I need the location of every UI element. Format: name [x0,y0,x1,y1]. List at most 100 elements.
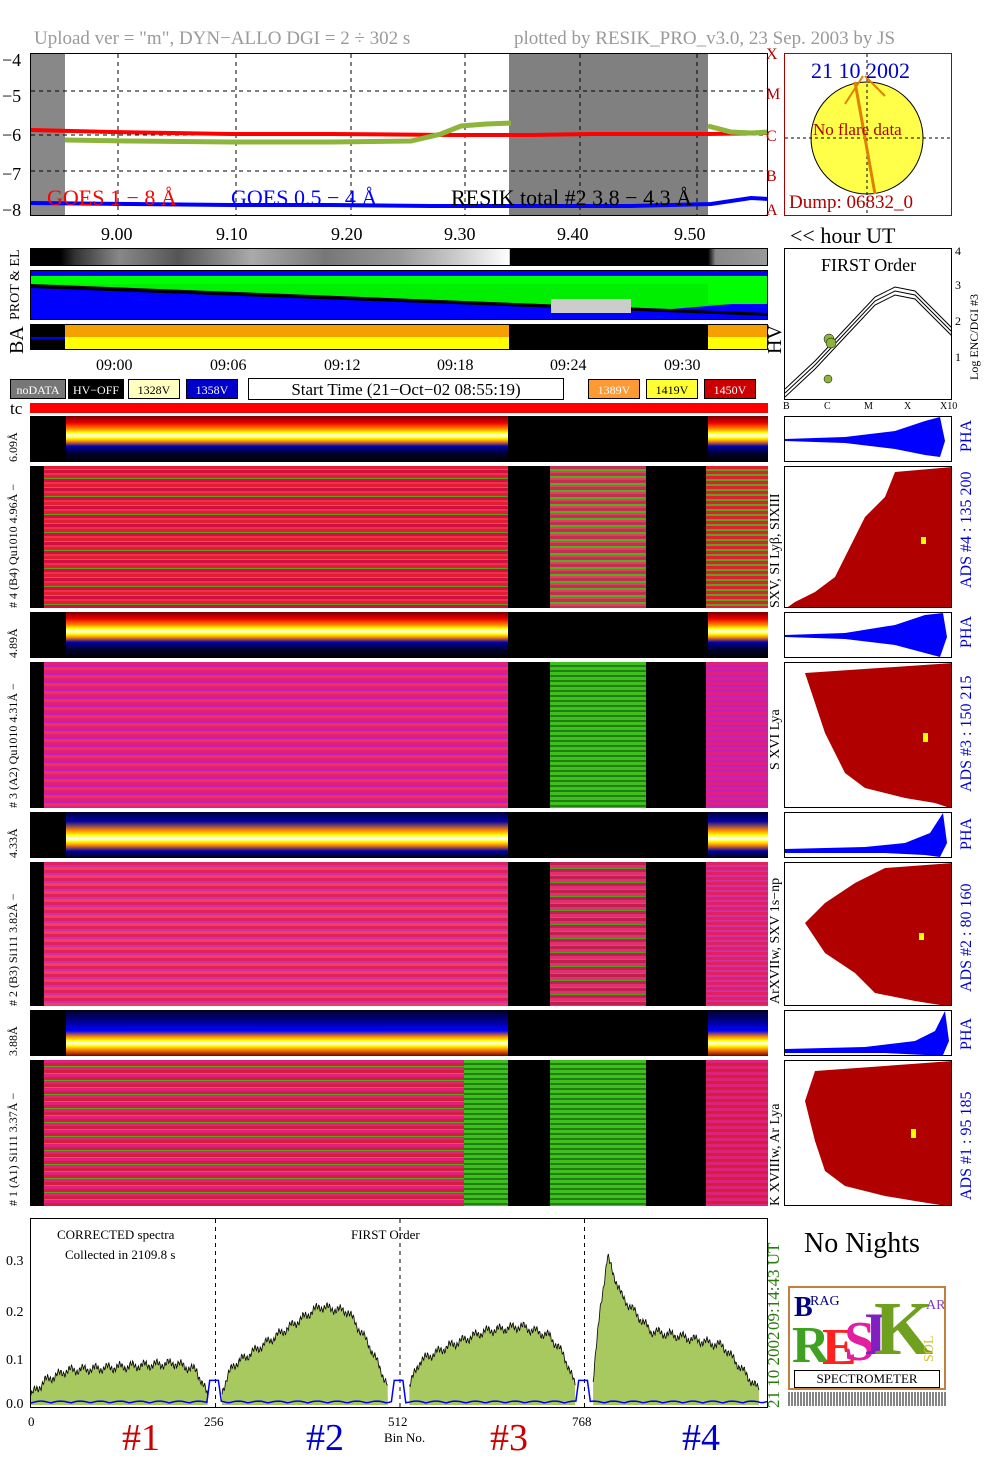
spec-ytick-02: 0.2 [6,1305,24,1320]
fo-xtick-c: C [824,401,831,412]
logo-letter-k: K [874,1287,934,1371]
chip-1358v: 1358V [186,379,238,399]
pha-hist-shape-ch4 [785,417,945,457]
ch1-pha-tag: PHA [958,1017,975,1050]
spec-xlabel: Bin No. [384,1430,426,1445]
pha-hist-shape-ch2 [785,813,947,857]
ch3-pha-tag: PHA [958,615,975,648]
sun-dump: Dump: 06832_0 [789,192,914,213]
prot-el-pattern [31,276,767,316]
spectrum-note-2: Collected in 2109.8 s [65,1247,176,1262]
sun-disk-icon [785,54,951,215]
ch1-line-label: K XVIIIw, Ar Lya [768,1103,783,1206]
channel-label-2: #2 [306,1417,344,1459]
ba-label: BA [6,326,28,354]
legend-goes-short: GOES 0.5 − 4 Å [231,185,378,210]
chip-1328v: 1328V [128,379,180,399]
first-order-plot: FIRST Order [784,248,952,400]
ch1-pha-label: 3.88Å [6,1026,20,1056]
spectrum-line-2 [221,1301,388,1395]
ch4-pha-label: 6.09Å [6,432,20,462]
fo-ytick-2: 2 [955,314,961,328]
spectrum-side-time: 09:14:43 UT [764,1242,783,1330]
spectrum-strip-ch2 [30,862,768,1006]
spec-xtick-256: 256 [204,1414,224,1429]
ch2-line-label: ArXVIIw, SXV 1s−np [768,877,783,1004]
hour-ut-label: << hour UT [790,223,896,248]
spectrum-area-3 [409,1322,576,1405]
ch2-spec-label: # 2 (B3) Si111 3.82Å − [6,893,20,1006]
greyscale-strip [30,248,768,266]
first-order-curves [785,286,951,398]
spectrum-line-3 [409,1321,576,1388]
time-tick-4: 09:18 [437,357,474,374]
spectrum-strip-ch4 [30,466,768,608]
ch4-spec-label: # 4 (B4) Qu1010 4.96Å − [6,483,20,608]
header-plotted-by: plotted by RESIK_PRO_v3.0, 23 Sep. 2003 … [514,28,896,49]
logo-sol: SOL [922,1335,937,1362]
channel-label-4: #4 [682,1417,720,1459]
sun-no-flare: No flare data [813,120,902,139]
goes-curves [31,54,767,215]
fo-xtick-m: M [864,401,873,412]
spectrum-line-4 [592,1253,760,1391]
logo-letter-e: E [822,1319,857,1376]
goes-class-x: X [766,46,778,63]
spectrum-svg [31,1219,767,1407]
legend-goes-long: GOES 1 − 8 Å [47,185,177,210]
goes-ytick-5: −8 [2,200,22,220]
header-upload-info: Upload ver = "m", DYN−ALLO DGI = 2 ÷ 302… [34,28,411,49]
ch2-pha-label: 4.33Å [6,828,20,858]
goes-ytick-2: −5 [2,86,22,106]
spectrum-strip-ch3 [30,662,768,808]
fo-xtick-b: B [783,401,790,412]
channel-label-1: #1 [122,1417,160,1459]
spec-hist-ch4 [784,466,952,608]
pha-hist-shape-ch1 [785,1011,949,1055]
fo-ytick-1: 1 [955,350,961,364]
goes-class-a: A [766,202,778,219]
spec-hist-ch3 [784,662,952,808]
channel-label-3: #3 [490,1417,528,1459]
spectrum-area-2 [221,1302,388,1405]
ch2-ads-label: ADS #2 : 80 160 [958,883,975,992]
pha-strip-ch2 [30,812,768,858]
sun-date: 21 10 2002 [811,58,910,83]
spec-hist-shape-ch1 [805,1061,951,1205]
goes-xtick-2: 9.10 [216,224,248,244]
no-nights-label: No Nights [804,1228,920,1259]
fo-ytick-3: 3 [955,278,961,292]
pha-hist-ch3 [784,612,952,658]
logo-letter-r: R [792,1317,830,1374]
spectrum-side-date: 21 10 2002 [764,1331,783,1409]
ch4-line-label: SXV, SI Lyβ, SIXIII [768,493,783,608]
spec-hist-shape-ch3 [805,663,951,807]
ch4-pha-tag: PHA [958,419,975,452]
ch3-line-label: S XVI Lya [768,709,783,770]
spectrum-title: FIRST Order [351,1227,420,1242]
time-tick-6: 09:30 [664,357,701,374]
legend-resik-total: RESIK total #2 3.8 − 4.3 Å [451,185,692,210]
ch3-spec-label: # 3 (A2) Qu1010 4.31Å − [6,683,20,808]
spectrum-area-1 [31,1358,208,1405]
spectrum-area-4 [593,1254,759,1405]
ch1-ads-label: ADS #1 : 95 185 [958,1091,975,1200]
spec-hist-shape-ch4 [787,467,951,607]
time-tick-5: 09:24 [550,357,587,374]
resik-logo: B RAG R E S I K SOL AR SPECTROMETER [788,1286,946,1390]
ch4-ads-label: ADS #4 : 135 200 [958,471,975,588]
spec-ytick-00: 0.0 [6,1397,24,1412]
logo-rag: RAG [810,1294,840,1309]
spectrum-background-line [31,1379,767,1404]
spec-hist-ch1 [784,1060,952,1206]
ch2-pha-tag: PHA [958,817,975,850]
chip-1450v: 1450V [704,379,756,399]
chip-1419v: 1419V [646,379,698,399]
goes-ytick-1: −4 [2,50,22,70]
goes-class-c: C [766,128,777,145]
spec-xtick-768: 768 [572,1414,592,1429]
goes-xtick-5: 9.40 [557,224,589,244]
spectrum-line-1 [31,1358,208,1396]
spectrum-note-1: CORRECTED spectra [57,1227,175,1242]
ch3-ads-label: ADS #3 : 150 215 [958,675,975,792]
